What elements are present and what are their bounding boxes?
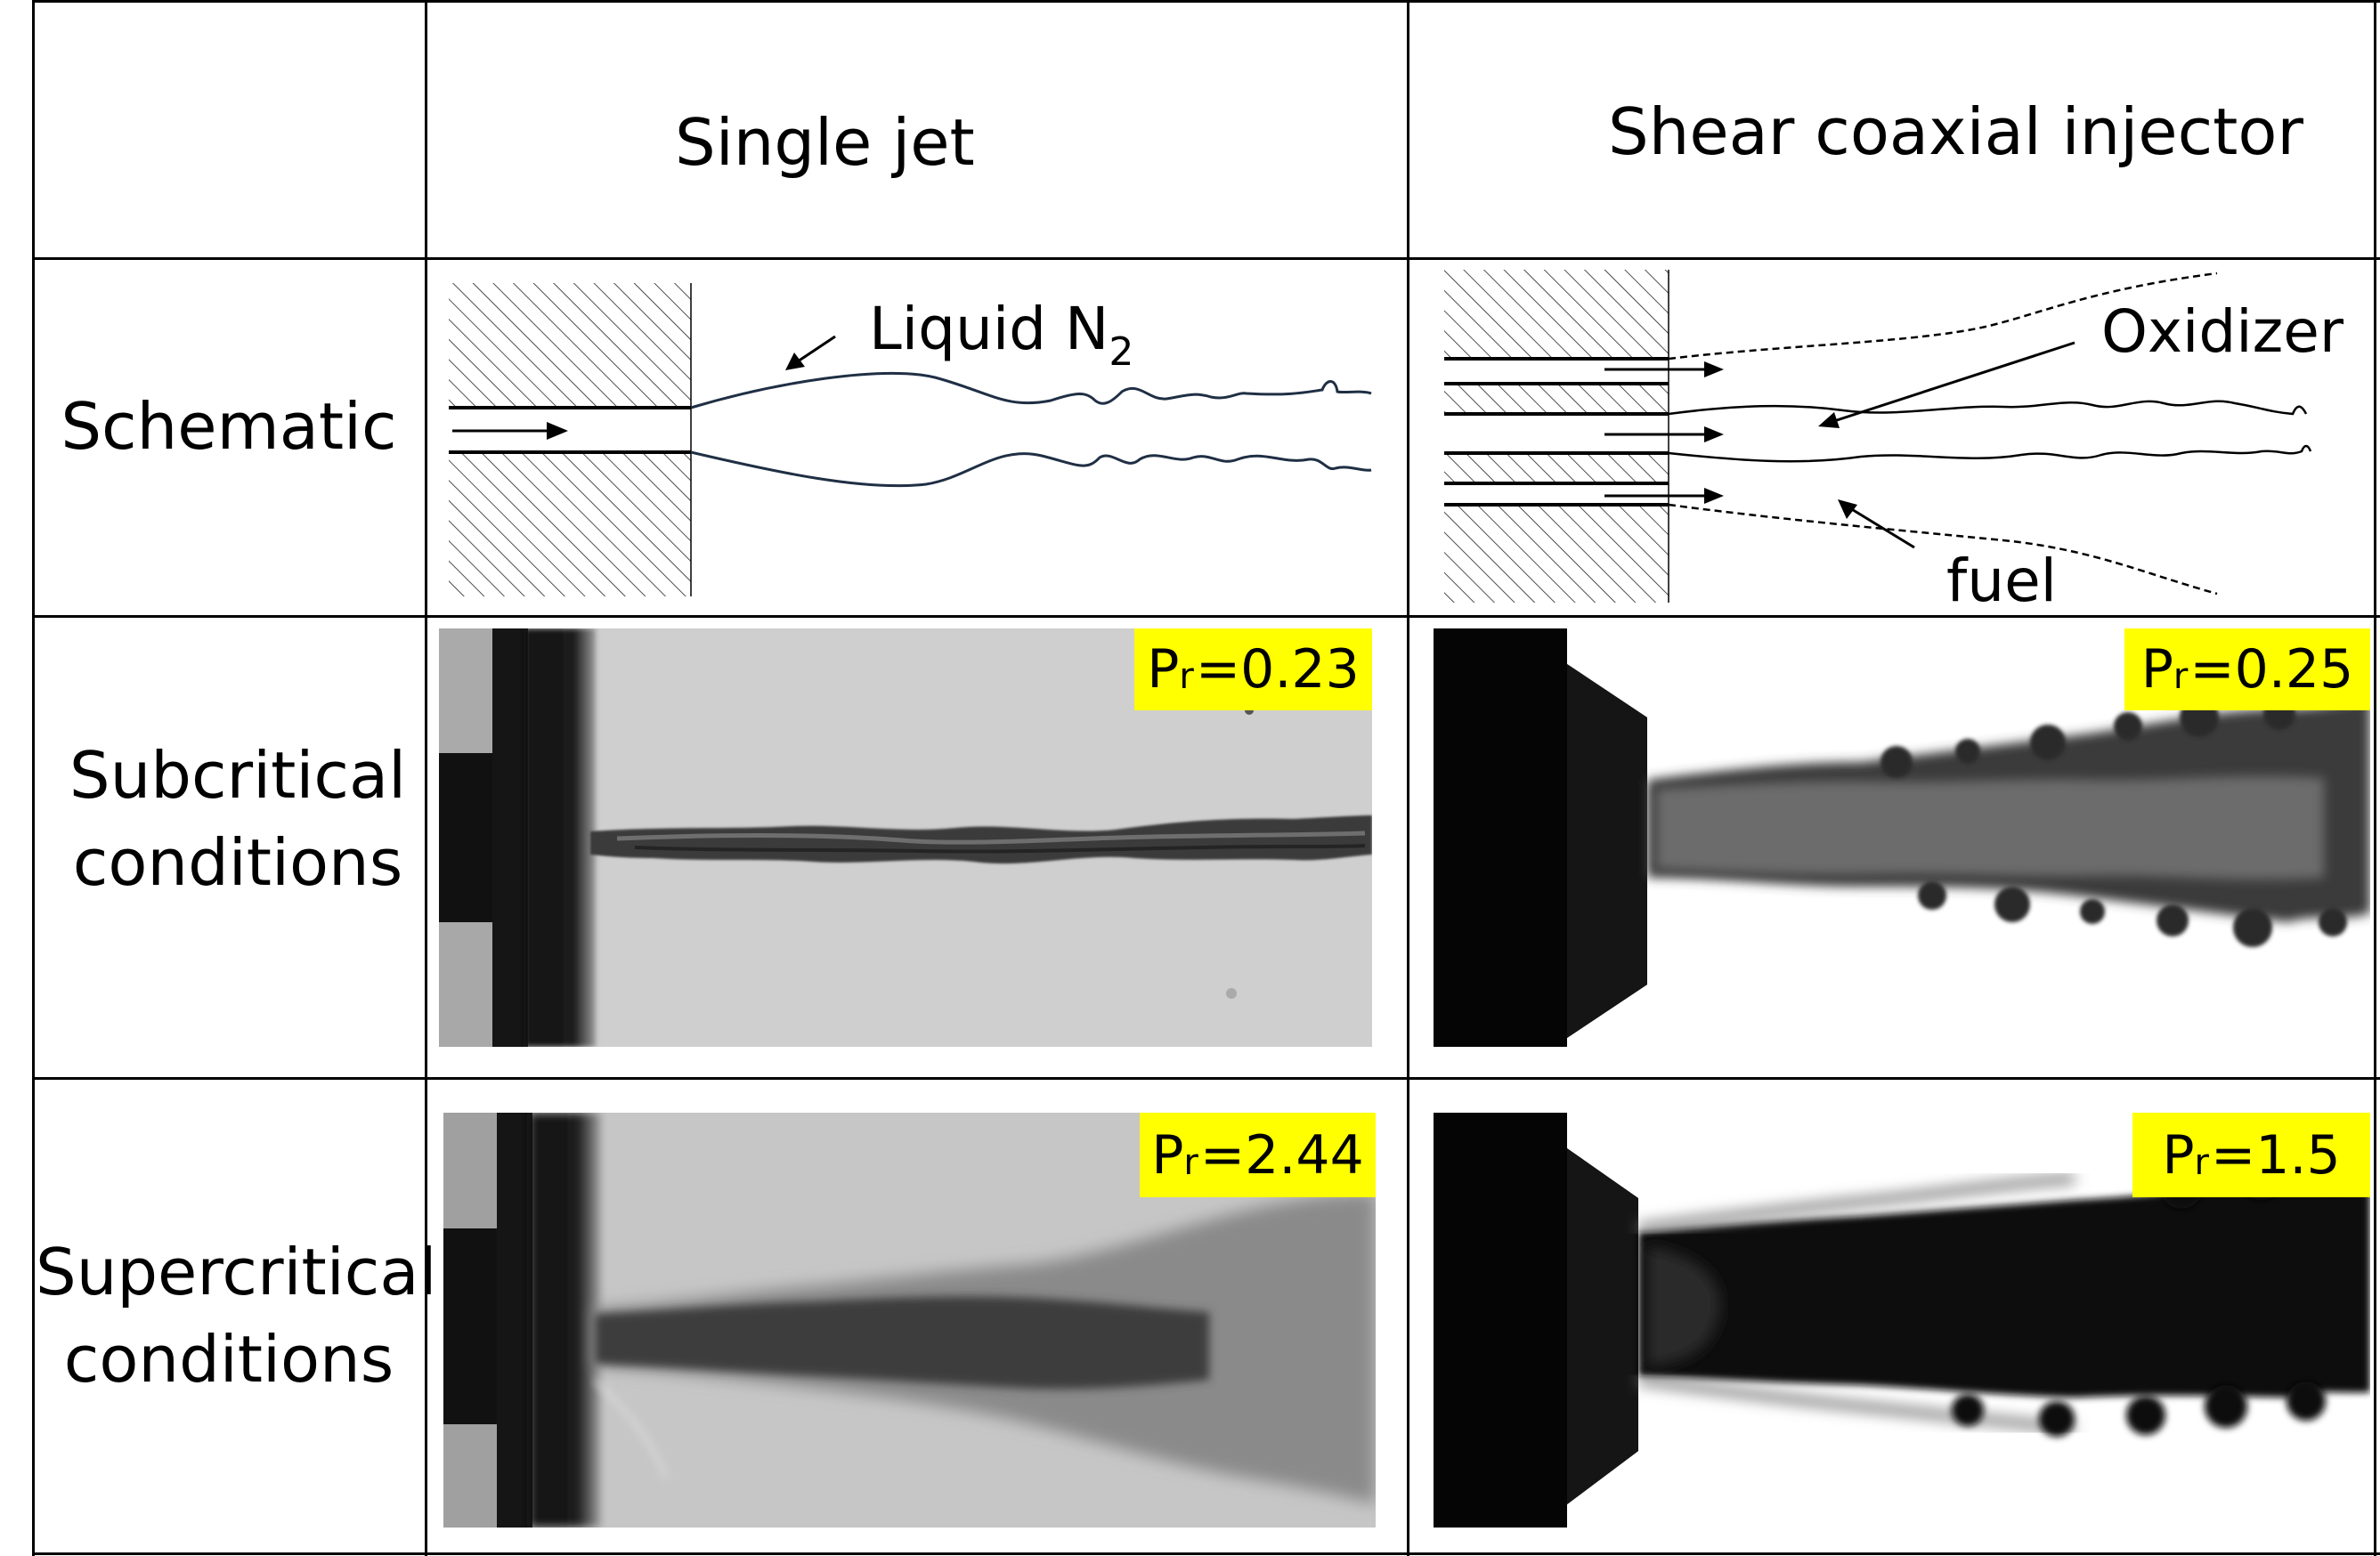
row-label-subcritical-line2: conditions [72, 825, 403, 900]
row-label-subcritical: Subcritical conditions [45, 732, 431, 906]
flow-arrow [452, 422, 568, 440]
coax-wall-inner-lower [1444, 453, 1669, 483]
jet-upper-boundary [690, 371, 1372, 409]
liquid-n2-label: Liquid N2 [869, 295, 1133, 375]
row-label-subcritical-line1: Subcritical [69, 738, 407, 813]
table-left-border [32, 0, 35, 1556]
table-row-divider-1 [32, 257, 2380, 260]
coax-wall-top [1444, 270, 1669, 359]
table-col-divider-1 [425, 0, 427, 1556]
coax-wall-bottom [1444, 505, 1669, 603]
table-top-border [32, 0, 2380, 3]
coaxial-schematic: Oxidizer fuel [1444, 270, 2344, 610]
nozzle-wall-upper [449, 283, 691, 408]
fuel-label-arrow [1838, 499, 1915, 549]
oxidizer-label: Oxidizer [2101, 297, 2344, 366]
single-jet-schematic: Liquid N2 [449, 283, 1372, 596]
oxidizer-flow-arrow [1604, 426, 1724, 442]
fuel-flow-arrow-top [1604, 361, 1724, 377]
column-header-coaxial: Shear coaxial injector [1608, 94, 2304, 169]
table-row-divider-3 [32, 1077, 2380, 1080]
nozzle-wall-lower [449, 452, 691, 596]
oxidizer-label-arrow [1818, 341, 2075, 428]
fuel-outer-boundary-lower [1668, 503, 2218, 596]
table-row-divider-2 [32, 615, 2380, 618]
table-col-divider-2 [1407, 0, 1409, 1556]
row-label-supercritical-line1: Supercritical [36, 1235, 437, 1309]
liquid-label-arrow [785, 335, 836, 370]
oxidizer-core-lower [1668, 444, 2312, 463]
table-bottom-border [32, 1552, 2380, 1555]
coax-wall-inner-upper [1444, 384, 1669, 414]
row-label-supercritical: Supercritical conditions [36, 1228, 437, 1403]
table-right-border [2374, 0, 2376, 1556]
row-label-schematic: Schematic [61, 389, 397, 464]
row-label-supercritical-line2: conditions [63, 1322, 394, 1397]
oxidizer-core-upper [1668, 400, 2308, 416]
column-header-single-jet: Single jet [675, 105, 975, 180]
fuel-flow-arrow-bottom [1604, 488, 1724, 504]
subcritical-single-jet-image [439, 628, 1372, 1047]
fuel-label: fuel [1946, 547, 2057, 610]
jet-lower-boundary [690, 450, 1372, 488]
fuel-outer-boundary-upper [1668, 271, 2218, 361]
